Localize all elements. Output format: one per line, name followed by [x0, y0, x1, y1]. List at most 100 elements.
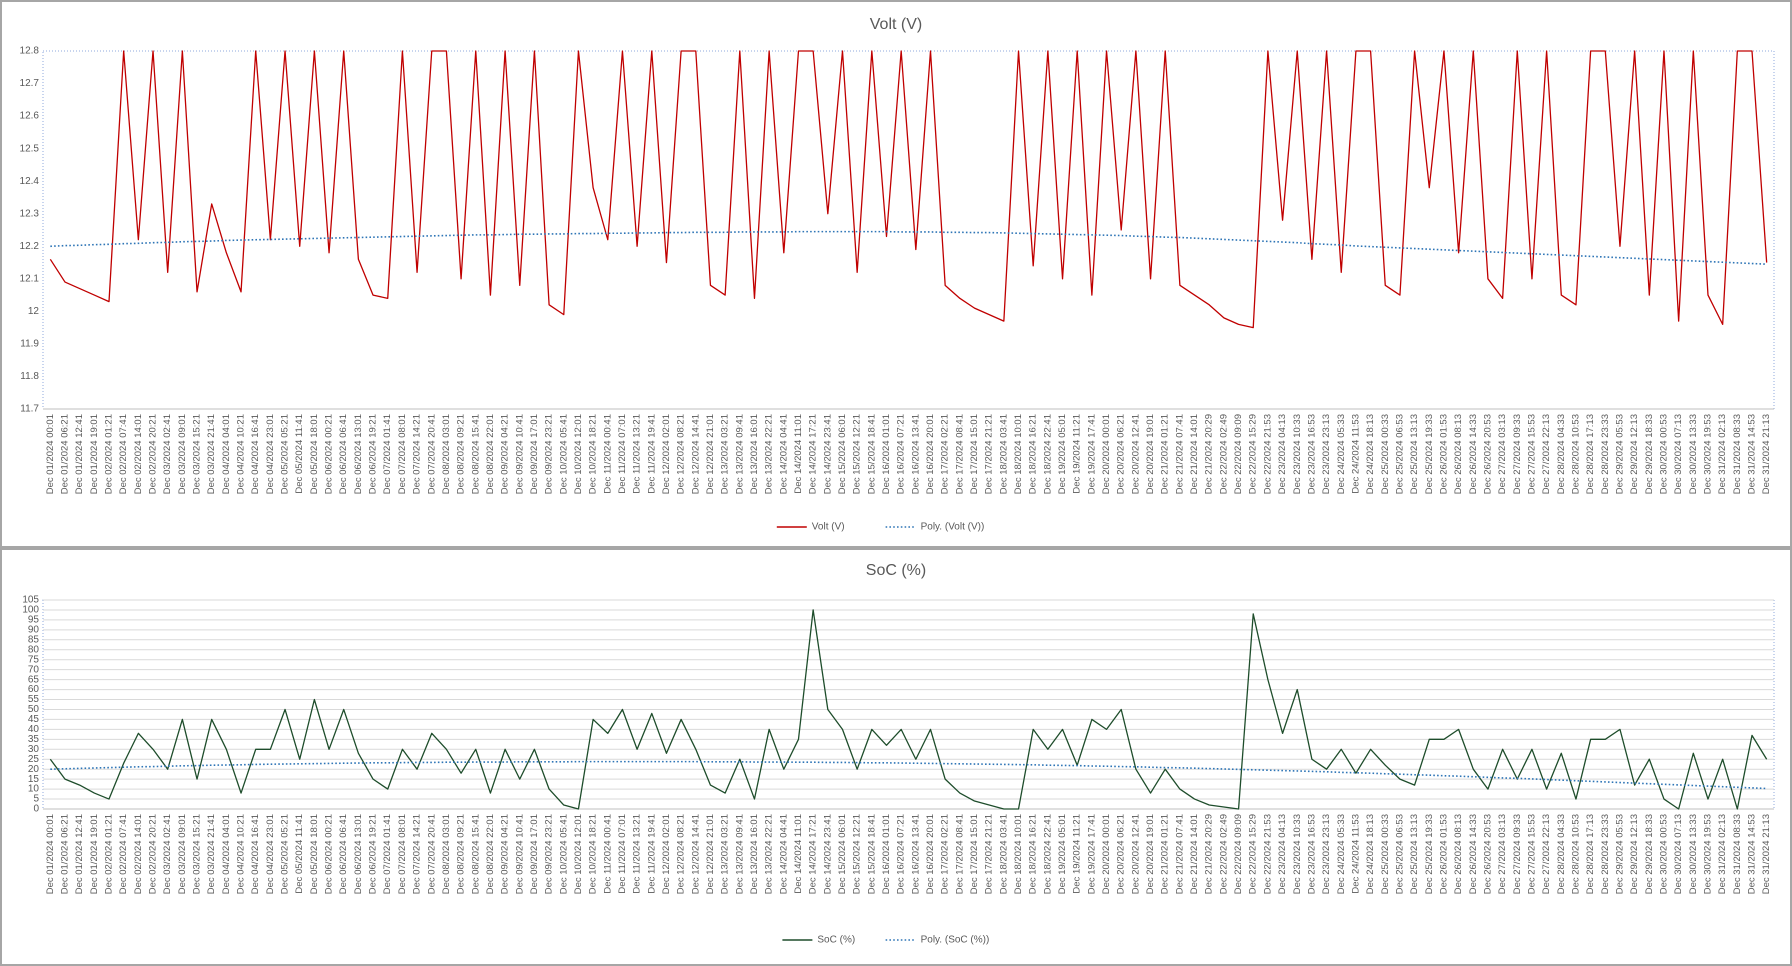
- x-tick-label: Dec 14/2024 23:41: [822, 414, 833, 494]
- x-tick-label: Dec 30/2024 00:53: [1658, 814, 1669, 894]
- x-tick-label: Dec 12/2024 08:21: [676, 814, 687, 894]
- x-tick-label: Dec 20/2024 12:41: [1130, 414, 1141, 494]
- x-tick-label: Dec 11/2024 07:01: [617, 414, 628, 494]
- x-tick-label: Dec 03/2024 21:41: [206, 814, 217, 894]
- x-tick-label: Dec 09/2024 17:01: [529, 414, 540, 494]
- x-tick-label: Dec 15/2024 06:01: [837, 414, 848, 494]
- x-tick-label: Dec 13/2024 22:21: [764, 814, 775, 894]
- x-tick-label: Dec 14/2024 17:21: [808, 814, 819, 894]
- x-tick-label: Dec 31/2024 14:53: [1747, 414, 1758, 494]
- x-tick-label: Dec 08/2024 22:01: [485, 414, 496, 494]
- x-tick-label: Dec 26/2024 20:53: [1482, 814, 1493, 894]
- x-tick-label: Dec 20/2024 12:41: [1130, 814, 1141, 894]
- x-tick-label: Dec 31/2024 08:33: [1732, 414, 1743, 494]
- x-tick-label: Dec 18/2024 10:01: [1013, 814, 1024, 894]
- x-tick-label: Dec 09/2024 10:41: [514, 414, 525, 494]
- y-tick-label: 75: [28, 654, 40, 665]
- x-tick-label: Dec 07/2024 08:01: [397, 414, 408, 494]
- chart-frame: [0, 0, 1792, 548]
- x-tick-label: Dec 08/2024 22:01: [485, 814, 496, 894]
- x-tick-label: Dec 02/2024 14:01: [133, 414, 144, 494]
- y-tick-label: 12.8: [20, 46, 40, 57]
- x-tick-label: Dec 11/2024 19:41: [646, 814, 657, 894]
- y-tick-label: 12.5: [20, 143, 40, 154]
- x-tick-label: Dec 21/2024 01:21: [1160, 814, 1171, 894]
- x-tick-label: Dec 16/2024 13:41: [910, 414, 921, 494]
- legend-label: Volt (V): [812, 522, 845, 533]
- x-tick-label: Dec 19/2024 11:21: [1072, 814, 1083, 894]
- x-tick-label: Dec 19/2024 11:21: [1072, 414, 1083, 494]
- x-tick-label: Dec 20/2024 19:01: [1145, 814, 1156, 894]
- x-tick-label: Dec 19/2024 05:01: [1057, 414, 1068, 494]
- x-tick-label: Dec 12/2024 21:01: [705, 814, 716, 894]
- y-tick-label: 12.2: [20, 241, 40, 252]
- plot-area: [42, 50, 1775, 410]
- x-tick-label: Dec 04/2024 23:01: [265, 414, 276, 494]
- x-tick-label: Dec 29/2024 05:53: [1614, 414, 1625, 494]
- x-tick-label: Dec 03/2024 15:21: [192, 414, 203, 494]
- x-tick-label: Dec 12/2024 02:01: [661, 414, 672, 494]
- x-tick-label: Dec 04/2024 10:21: [236, 814, 247, 894]
- x-tick-label: Dec 24/2024 11:53: [1350, 814, 1361, 894]
- x-tick-label: Dec 12/2024 14:41: [690, 414, 701, 494]
- x-tick-label: Dec 14/2024 04:41: [778, 814, 789, 894]
- x-tick-label: Dec 19/2024 05:01: [1057, 814, 1068, 894]
- x-tick-label: Dec 06/2024 19:21: [368, 814, 379, 894]
- y-tick-label: 10: [28, 784, 40, 795]
- x-tick-label: Dec 26/2024 08:13: [1453, 414, 1464, 494]
- y-tick-label: 105: [22, 595, 39, 606]
- y-tick-label: 45: [28, 714, 40, 725]
- x-tick-label: Dec 23/2024 10:33: [1292, 814, 1303, 894]
- x-tick-label: Dec 28/2024 10:53: [1570, 814, 1581, 894]
- x-tick-label: Dec 28/2024 23:33: [1600, 414, 1611, 494]
- x-tick-label: Dec 02/2024 07:41: [118, 814, 129, 894]
- x-tick-label: Dec 18/2024 22:41: [1042, 414, 1053, 494]
- y-tick-label: 50: [28, 704, 40, 715]
- x-tick-label: Dec 07/2024 01:41: [382, 414, 393, 494]
- x-tick-label: Dec 01/2024 00:01: [45, 414, 56, 494]
- x-tick-label: Dec 13/2024 16:01: [749, 814, 760, 894]
- x-tick-label: Dec 13/2024 03:21: [720, 414, 731, 494]
- x-tick-label: Dec 28/2024 17:13: [1585, 414, 1596, 494]
- x-tick-label: Dec 28/2024 10:53: [1570, 414, 1581, 494]
- x-tick-label: Dec 16/2024 07:21: [896, 814, 907, 894]
- x-tick-label: Dec 08/2024 03:01: [441, 414, 452, 494]
- x-tick-label: Dec 13/2024 09:41: [734, 814, 745, 894]
- chart-frame: [0, 548, 1792, 966]
- x-tick-label: Dec 20/2024 00:01: [1101, 414, 1112, 494]
- x-tick-label: Dec 06/2024 00:21: [324, 814, 335, 894]
- x-tick-label: Dec 14/2024 23:41: [822, 814, 833, 894]
- x-tick-label: Dec 16/2024 07:21: [896, 414, 907, 494]
- x-tick-label: Dec 30/2024 13:33: [1688, 814, 1699, 894]
- x-tick-label: Dec 24/2024 11:53: [1350, 414, 1361, 494]
- x-tick-label: Dec 01/2024 06:21: [60, 814, 71, 894]
- y-tick-label: 40: [28, 724, 40, 735]
- x-tick-label: Dec 30/2024 07:13: [1673, 414, 1684, 494]
- y-tick-label: 70: [28, 664, 40, 675]
- x-tick-label: Dec 04/2024 10:21: [236, 414, 247, 494]
- x-tick-label: Dec 21/2024 14:01: [1189, 414, 1200, 494]
- x-tick-label: Dec 22/2024 21:53: [1262, 814, 1273, 894]
- x-tick-label: Dec 31/2024 02:13: [1717, 814, 1728, 894]
- x-tick-label: Dec 22/2024 02:49: [1218, 414, 1229, 494]
- x-tick-label: Dec 18/2024 16:21: [1028, 814, 1039, 894]
- x-tick-label: Dec 15/2024 18:41: [866, 414, 877, 494]
- x-tick-label: Dec 28/2024 04:33: [1556, 814, 1567, 894]
- y-tick-label: 11.8: [20, 371, 39, 382]
- legend-label: Poly. (Volt (V)): [921, 522, 985, 533]
- x-tick-label: Dec 17/2024 21:21: [984, 814, 995, 894]
- x-tick-label: Dec 15/2024 12:21: [852, 814, 863, 894]
- x-tick-label: Dec 19/2024 17:41: [1086, 814, 1097, 894]
- x-tick-label: Dec 24/2024 18:13: [1365, 814, 1376, 894]
- x-tick-label: Dec 09/2024 17:01: [529, 814, 540, 894]
- x-tick-label: Dec 20/2024 06:21: [1116, 414, 1127, 494]
- x-tick-label: Dec 25/2024 19:33: [1424, 414, 1435, 494]
- y-tick-label: 11.9: [20, 339, 39, 350]
- y-tick-label: 12.1: [20, 273, 40, 284]
- x-tick-label: Dec 27/2024 22:13: [1541, 414, 1552, 494]
- y-tick-label: 12.3: [20, 208, 40, 219]
- x-tick-label: Dec 21/2024 01:21: [1160, 414, 1171, 494]
- chart-title: SoC (%): [866, 562, 926, 579]
- x-tick-label: Dec 31/2024 08:33: [1732, 814, 1743, 894]
- x-tick-label: Dec 17/2024 15:01: [969, 814, 980, 894]
